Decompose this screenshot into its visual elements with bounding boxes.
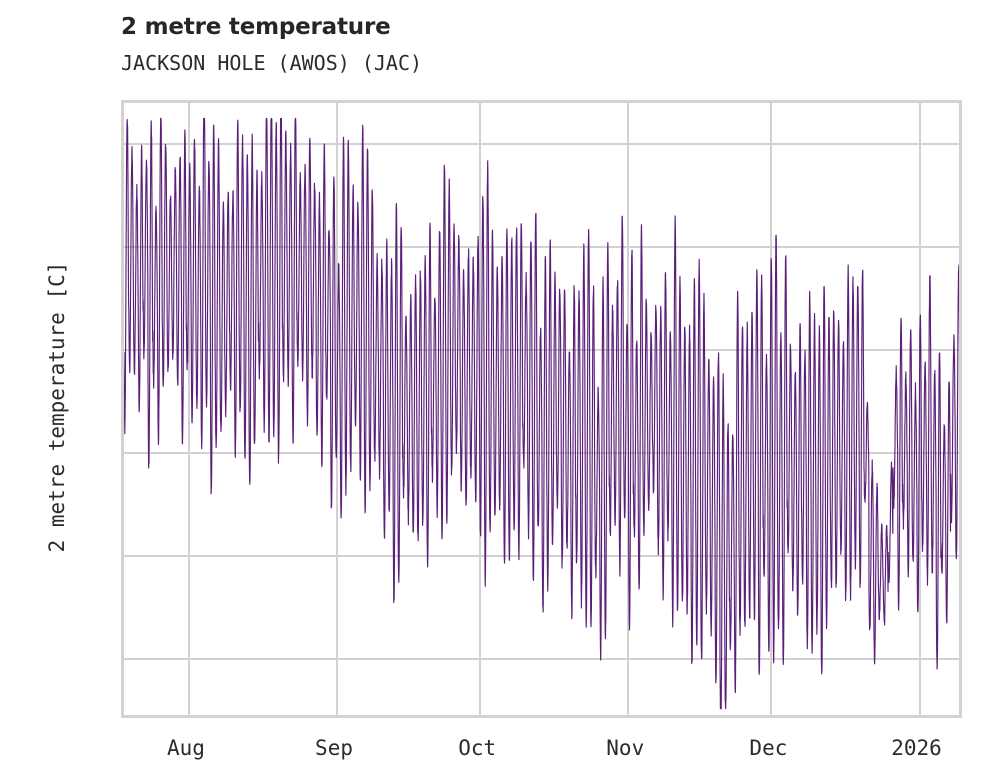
x-axis-tick-label: 2026 <box>891 736 942 760</box>
x-axis-tick-label: Nov <box>606 736 645 760</box>
chart-subtitle: JACKSON HOLE (AWOS) (JAC) <box>121 51 423 75</box>
temperature-line-series <box>124 117 959 710</box>
gridline-vertical <box>479 103 482 715</box>
x-axis-tick-label: Dec <box>749 736 788 760</box>
x-axis-tick-label: Sep <box>315 736 353 760</box>
gridline-horizontal <box>124 555 959 558</box>
gridline-vertical <box>187 103 190 715</box>
x-axis-tick-label: Aug <box>166 736 205 760</box>
plot-area <box>121 100 962 718</box>
gridline-horizontal <box>124 246 959 249</box>
x-axis-tick-label: Oct <box>458 736 497 760</box>
chart-title: 2 metre temperature <box>121 14 391 40</box>
y-axis-label: 2 metre temperature [C] <box>45 261 69 553</box>
gridline-vertical <box>770 103 773 715</box>
gridline-horizontal <box>124 658 959 661</box>
gridline-horizontal <box>124 143 959 146</box>
